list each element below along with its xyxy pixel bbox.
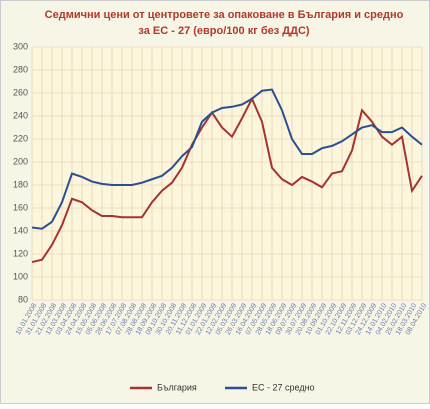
y-tick-label: 220 [13,133,28,143]
y-tick-label: 300 [13,41,28,51]
legend-label: ЕС - 27 средно [252,382,315,392]
chart-title: Седмични цени от центровете за опаковане… [45,9,404,21]
y-tick-label: 260 [13,87,28,97]
y-tick-label: 140 [13,225,28,235]
chart-title: за ЕС - 27 (евро/100 кг без ДДС) [138,25,309,37]
y-tick-label: 160 [13,202,28,212]
y-tick-label: 280 [13,64,28,74]
plot-area [32,47,422,300]
legend-label: България [157,382,197,392]
y-tick-label: 80 [18,294,28,304]
y-tick-label: 240 [13,110,28,120]
y-tick-label: 180 [13,179,28,189]
y-tick-label: 200 [13,156,28,166]
y-tick-label: 100 [13,271,28,281]
series-line [31,88,423,230]
y-tick-label: 120 [13,248,28,258]
